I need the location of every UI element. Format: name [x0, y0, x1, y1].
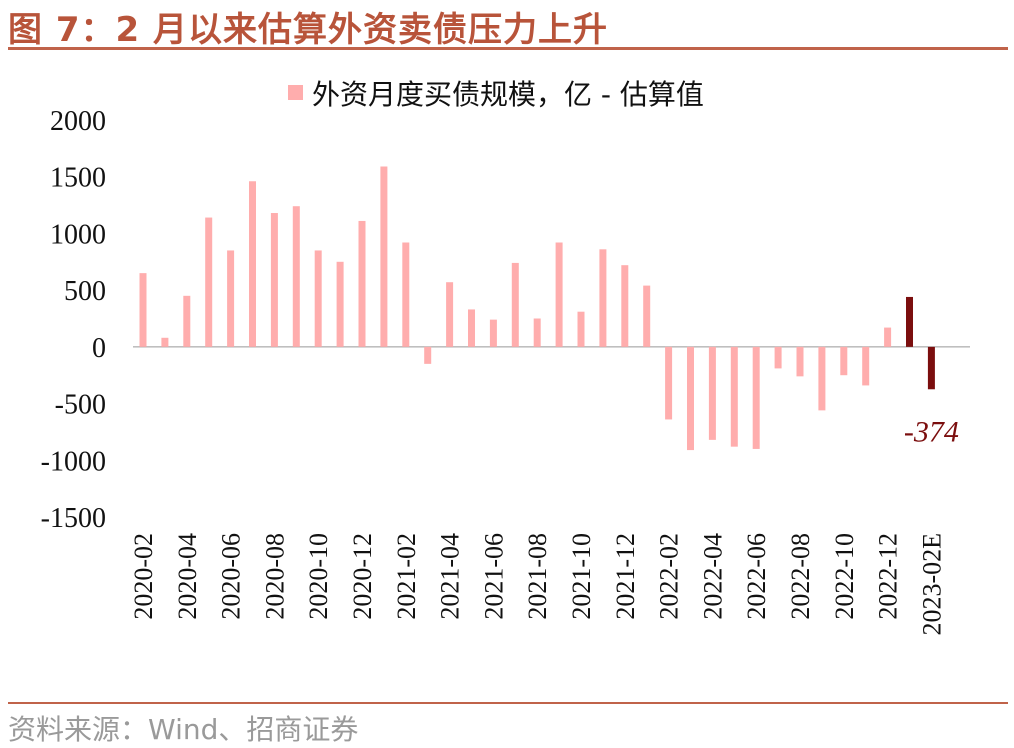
bar-2021-09: [555, 242, 563, 347]
data-label: -374: [904, 415, 959, 448]
y-axis-ticks: 2000 1500 1000 500 0 -500 -1000 -1500: [41, 106, 106, 534]
bar-2022-10: [840, 346, 848, 376]
y-tick-label: -1500: [41, 503, 106, 534]
bars: [139, 166, 935, 451]
x-tick-label: 2020-10: [304, 533, 333, 620]
bar-2021-05: [468, 309, 475, 347]
x-tick-label: 2021-08: [523, 533, 552, 620]
y-tick-label: 1500: [50, 163, 106, 194]
bar-2021-06: [489, 319, 497, 347]
x-tick-label: 2020-06: [217, 533, 246, 620]
x-tick-label: 2022-02: [655, 533, 684, 620]
bar-2021-04: [446, 282, 454, 347]
bar-2022-04: [708, 346, 716, 440]
x-tick-label: 2020-12: [348, 533, 377, 620]
y-tick-label: -500: [55, 390, 106, 421]
bar-2021-10: [577, 311, 585, 347]
y-tick-label: -1000: [41, 446, 106, 477]
bar-chart: 外资月度买债规模，亿 - 估算值 2000 1500 1000 500 0 -500 -10…: [41, 78, 970, 636]
figure-title: 图 7：2 月以来估算外资卖债压力上升: [8, 10, 608, 50]
x-tick-label: 2021-02: [392, 533, 421, 620]
y-tick-label: 2000: [50, 106, 106, 137]
x-tick-label: 2021-10: [567, 533, 596, 620]
x-tick-label: 2021-04: [436, 533, 465, 620]
chart-legend: 外资月度买债规模，亿 - 估算值: [288, 78, 704, 111]
x-tick-label: 2021-12: [611, 533, 640, 620]
x-tick-label: 2020-08: [260, 533, 289, 620]
x-tick-label: 2022-06: [742, 533, 771, 620]
source-note: 资料来源：Wind、招商证券: [8, 713, 359, 746]
bar-2021-12: [621, 265, 629, 347]
y-tick-label: 0: [92, 333, 106, 364]
bar-2022-03: [687, 346, 694, 451]
legend-label: 外资月度买债规模，亿 - 估算值: [312, 78, 704, 111]
bar-2022-07: [774, 346, 782, 369]
bar-2021-03: [424, 346, 432, 364]
x-tick-label: 2020-04: [173, 533, 202, 620]
x-tick-label: 2023-02E: [917, 533, 946, 636]
annotations: -374: [904, 415, 959, 448]
bar-2020-12: [358, 220, 366, 347]
x-tick-label: 2022-08: [786, 533, 815, 620]
bar-2021-08: [533, 318, 541, 347]
bar-2023-02E: [927, 346, 935, 390]
bar-2020-02: [139, 273, 147, 347]
bar-2020-06: [227, 250, 235, 347]
bar-2022-09: [818, 346, 826, 411]
bar-2020-04: [183, 295, 191, 347]
bar-2020-11: [336, 261, 344, 347]
bar-2021-01: [380, 166, 388, 347]
bar-2021-02: [402, 242, 410, 347]
legend-swatch: [288, 85, 303, 100]
x-tick-label: 2022-12: [874, 533, 903, 620]
footer-rule: [8, 702, 1008, 704]
bar-2022-11: [862, 346, 870, 386]
x-tick-label: 2022-04: [698, 533, 727, 620]
bar-2022-08: [796, 346, 804, 377]
x-tick-label: 2020-02: [129, 533, 158, 620]
bar-2020-07: [249, 181, 256, 347]
bar-2023-01: [906, 296, 913, 347]
title-rule: [8, 47, 1008, 50]
bar-2022-06: [752, 346, 760, 449]
bar-2020-09: [292, 206, 300, 347]
x-axis-ticks: 2020-02 2020-04 2020-06 2020-08 2020-10 2020-…: [129, 533, 946, 636]
bar-2020-05: [205, 217, 213, 347]
x-tick-label: 2021-06: [479, 533, 508, 620]
y-tick-label: 1000: [50, 219, 106, 250]
x-tick-label: 2022-10: [830, 533, 859, 620]
bar-2022-02: [665, 346, 673, 420]
bar-2022-01: [643, 285, 651, 347]
bar-2020-03: [161, 337, 169, 347]
y-tick-label: 500: [64, 276, 106, 307]
bar-2022-05: [730, 346, 738, 447]
bar-2020-10: [314, 250, 322, 347]
bar-2022-12: [884, 327, 892, 347]
bar-2020-08: [270, 213, 278, 347]
bar-2021-07: [511, 262, 519, 347]
bar-2021-11: [599, 249, 607, 347]
